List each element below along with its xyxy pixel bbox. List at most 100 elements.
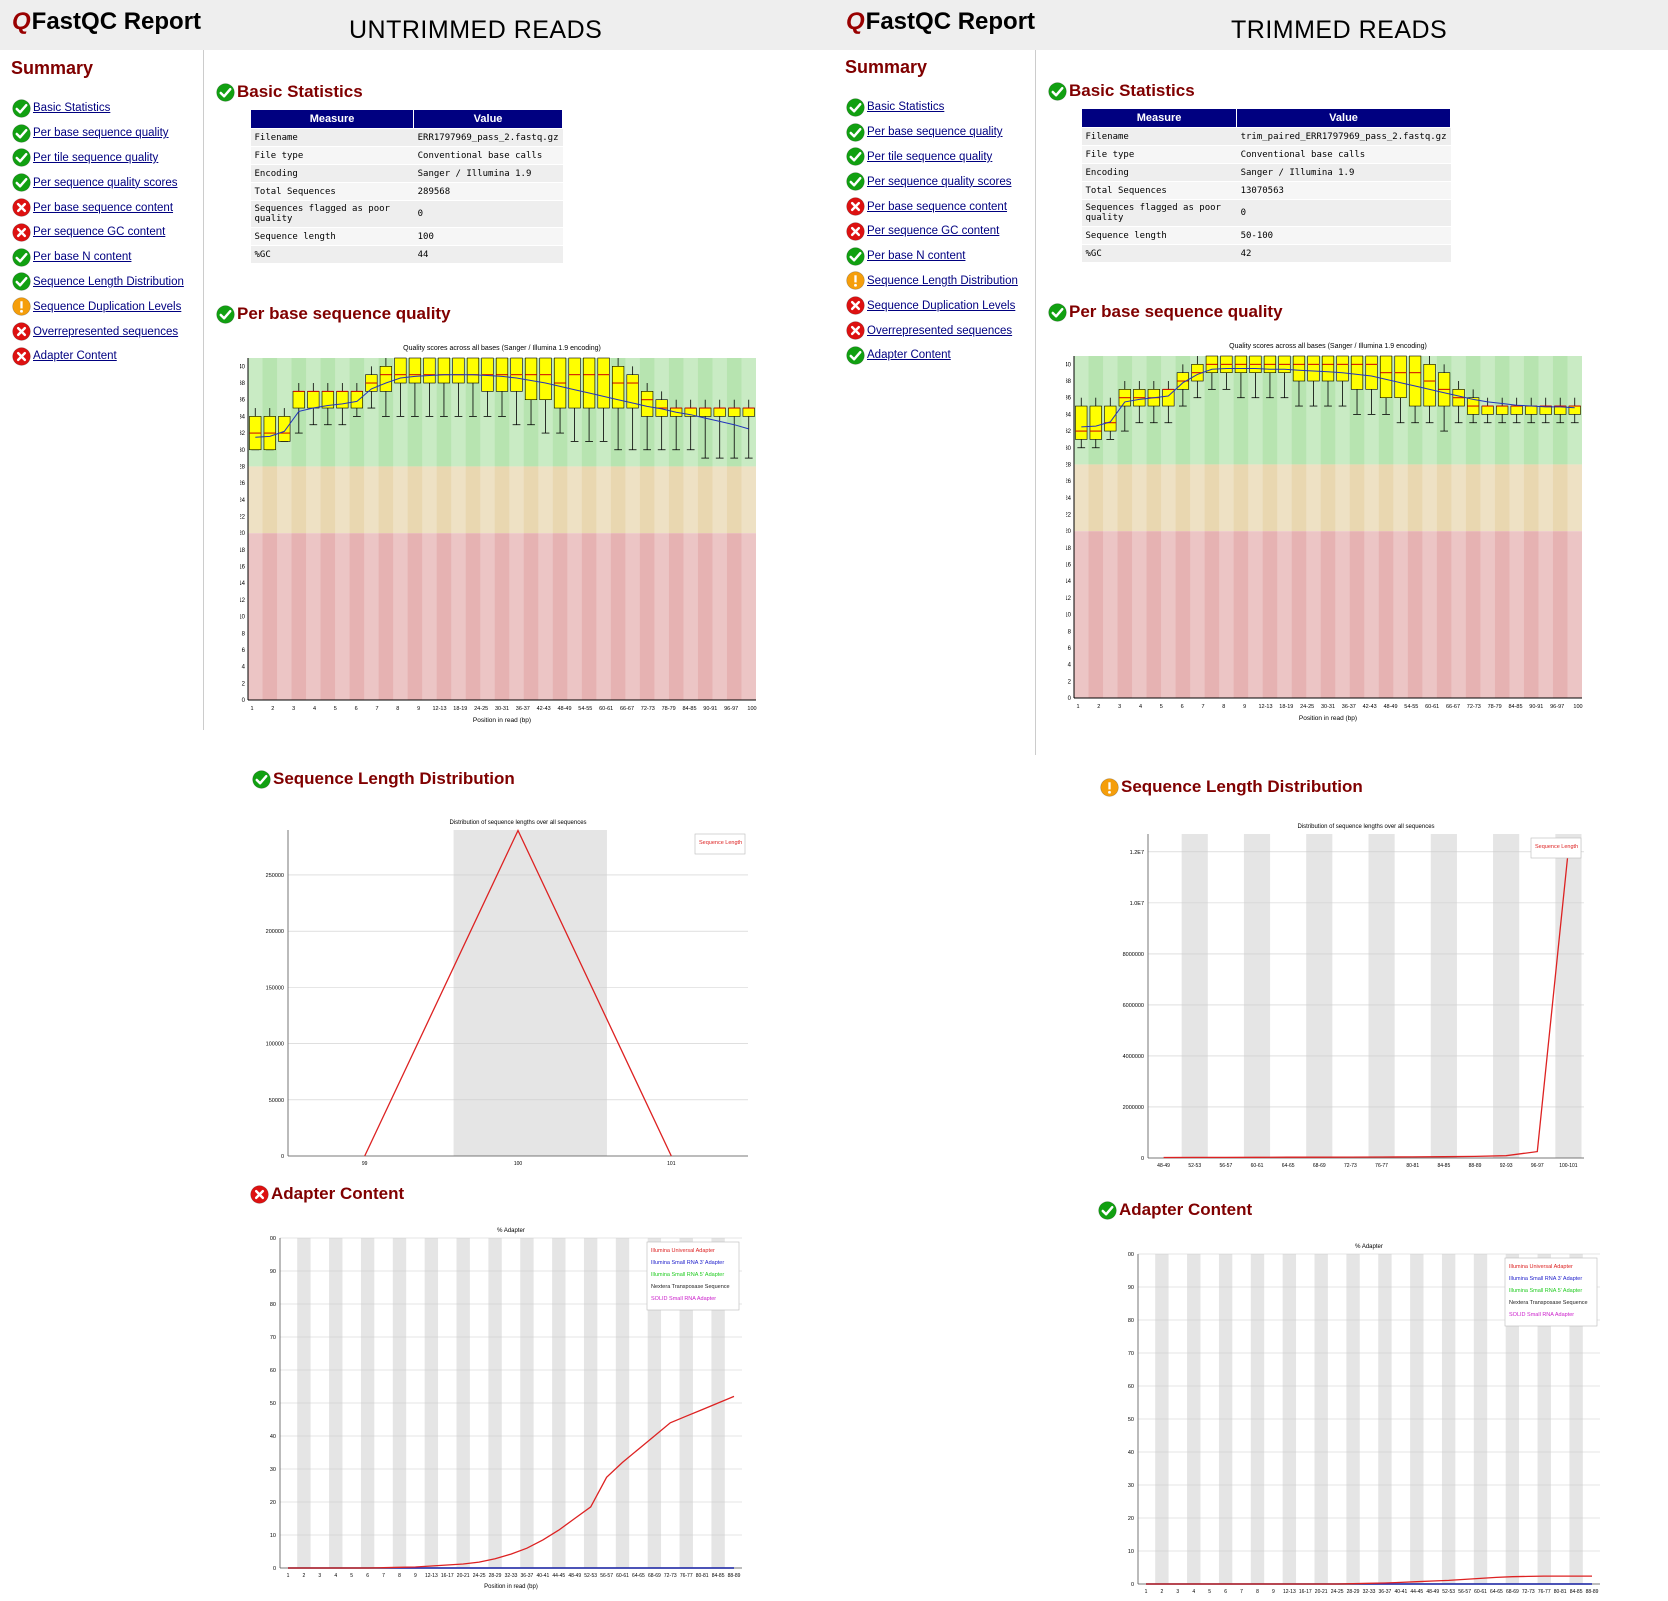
y-tick-label: 250000 — [266, 873, 284, 879]
fail-icon — [12, 223, 31, 242]
quality-box — [626, 374, 639, 409]
x-tick-label: 64-65 — [1282, 1163, 1295, 1169]
x-tick-label: 90-91 — [1529, 704, 1543, 710]
fail-icon — [846, 296, 865, 315]
y-tick-label: 100000 — [266, 1042, 284, 1048]
x-tick-label: 78-79 — [662, 706, 676, 712]
y-tick-label: 38 — [240, 381, 246, 387]
x-tick-label: 72-73 — [1522, 1589, 1535, 1595]
pass-icon — [216, 82, 235, 102]
x-tick-label: 16-17 — [1299, 1589, 1312, 1595]
summary-link[interactable]: Basic Statistics — [867, 101, 945, 114]
column-stripe — [1161, 356, 1176, 698]
quality-box — [1496, 405, 1509, 415]
x-tick-label: 16-17 — [441, 1573, 454, 1579]
y-tick-label: 2 — [242, 681, 246, 687]
summary-link[interactable]: Overrepresented sequences — [33, 325, 179, 338]
summary-link[interactable]: Per base sequence content — [33, 201, 174, 214]
y-tick-label: 80 — [1128, 1318, 1134, 1324]
summary-link[interactable]: Adapter Content — [33, 350, 117, 363]
summary-link[interactable]: Basic Statistics — [33, 102, 111, 115]
fail-icon — [12, 347, 31, 366]
table-row: Sequence length 50-100 — [1081, 226, 1451, 245]
y-tick-label: 60 — [1128, 1384, 1134, 1390]
y-tick-label: 40 — [1128, 1450, 1134, 1456]
summary-item: Per sequence GC content — [846, 219, 1018, 244]
table-row: Sequences flagged as poor quality 0 — [250, 200, 563, 228]
quality-box — [1379, 355, 1393, 399]
summary-item: Per base sequence content — [12, 195, 184, 220]
pass-icon — [12, 248, 31, 267]
x-tick-label: 100 — [1573, 704, 1582, 710]
x-tick-label: 48-49 — [1157, 1163, 1170, 1169]
table-row: Sequence length 100 — [250, 227, 563, 246]
summary-link[interactable]: Per sequence quality scores — [33, 176, 178, 189]
column-stripe — [1368, 834, 1395, 1158]
summary-link[interactable]: Per base sequence content — [867, 200, 1008, 213]
y-tick-label: 70 — [270, 1335, 276, 1341]
pass-icon — [846, 247, 865, 266]
length-heading: Sequence Length Distribution — [252, 769, 515, 789]
logo-title: FastQC Report — [31, 8, 202, 35]
x-tick-label: 5 — [334, 706, 337, 712]
summary-link[interactable]: Per base N content — [867, 250, 966, 263]
y-tick-label: 24 — [1066, 496, 1072, 502]
length-title: Sequence Length Distribution — [1121, 777, 1363, 796]
summary-link[interactable]: Sequence Duplication Levels — [867, 299, 1016, 312]
summary-link[interactable]: Sequence Duplication Levels — [33, 300, 182, 313]
legend-entry: Illumina Universal Adapter — [651, 1248, 715, 1254]
pass-icon — [12, 148, 31, 168]
x-tick-label: 2 — [1161, 1589, 1164, 1595]
warn-icon — [1100, 777, 1119, 797]
quality-box — [1525, 405, 1538, 415]
summary-link[interactable]: Per tile sequence quality — [33, 151, 159, 164]
summary-item: Per base sequence quality — [12, 121, 184, 146]
x-tick-label: 100-101 — [1559, 1163, 1578, 1169]
legend-entry: Illumina Small RNA 5' Adapter — [1509, 1288, 1582, 1294]
quality-box — [1510, 405, 1523, 415]
x-tick-label: 2 — [303, 1573, 306, 1579]
y-tick-label: 34 — [1066, 412, 1072, 418]
legend-entry: Illumina Small RNA 5' Adapter — [651, 1272, 724, 1278]
summary-link[interactable]: Adapter Content — [867, 349, 951, 362]
summary-link[interactable]: Sequence Length Distribution — [867, 274, 1018, 287]
y-tick-label: 1.0E7 — [1130, 901, 1144, 907]
x-tick-label: 72-73 — [1467, 704, 1481, 710]
x-tick-label: 36-37 — [1342, 704, 1356, 710]
adapter-heading: Adapter Content — [250, 1184, 404, 1204]
summary-link[interactable]: Per base N content — [33, 251, 132, 264]
quality-title: Per base sequence quality — [237, 304, 451, 323]
summary-link[interactable]: Per base sequence quality — [33, 127, 169, 140]
column-stripe — [1335, 356, 1350, 698]
summary-item: Sequence Length Distribution — [846, 269, 1018, 294]
x-tick-label: 84-85 — [1508, 704, 1522, 710]
legend-entry: Illumina Universal Adapter — [1509, 1264, 1573, 1270]
x-tick-label: 66-67 — [620, 706, 634, 712]
column-stripe — [712, 358, 727, 700]
y-tick-label: 40 — [270, 1434, 276, 1440]
summary-link[interactable]: Overrepresented sequences — [867, 324, 1013, 337]
summary-link[interactable]: Sequence Length Distribution — [33, 275, 184, 288]
column-stripe — [1493, 834, 1520, 1158]
x-tick-label: 40-41 — [536, 1573, 549, 1579]
x-tick-label: 100 — [514, 1161, 523, 1167]
x-tick-label: 84-85 — [1570, 1589, 1583, 1595]
summary-link[interactable]: Per tile sequence quality — [867, 150, 993, 163]
summary-link[interactable]: Per base sequence quality — [867, 126, 1003, 139]
summary-link[interactable]: Per sequence GC content — [33, 226, 166, 239]
summary-list: Basic Statistics Per base sequence qualit… — [12, 96, 184, 369]
table-cell: 44 — [413, 245, 563, 264]
summary-link[interactable]: Per sequence quality scores — [867, 175, 1012, 188]
y-tick-label: 50 — [1128, 1417, 1134, 1423]
x-tick-label: 3 — [1176, 1589, 1179, 1595]
x-tick-label: 1 — [1145, 1589, 1148, 1595]
x-tick-label: 30-31 — [1321, 704, 1335, 710]
basic-stats-title: Basic Statistics — [1069, 81, 1195, 100]
table-cell: Sequence length — [250, 227, 414, 246]
summary-item: Sequence Duplication Levels — [12, 294, 184, 319]
column-stripe — [1306, 834, 1333, 1158]
x-tick-label: 4 — [334, 1573, 337, 1579]
summary-link[interactable]: Per sequence GC content — [867, 225, 1000, 238]
quality-box — [452, 357, 465, 384]
column-stripe — [625, 358, 640, 700]
